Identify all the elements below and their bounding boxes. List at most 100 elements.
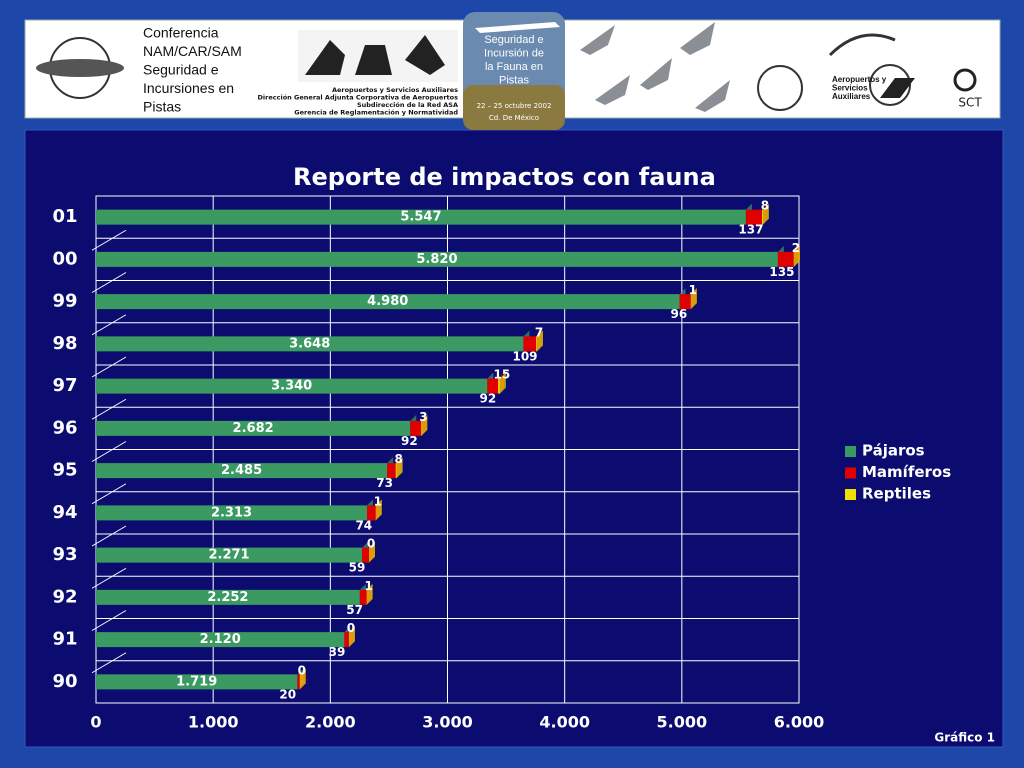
bar-label: 39 [329, 645, 346, 659]
bar-segment [96, 251, 778, 267]
sct-eagle [828, 33, 896, 57]
row-divider-tick [91, 525, 127, 547]
footer: Gráfico 1 [934, 731, 995, 745]
asa-logo [880, 78, 915, 98]
y-tick-label: 98 [52, 333, 77, 354]
bar-label: 74 [355, 518, 372, 532]
event-dates: 22 – 25 octubre 2002 [477, 102, 552, 110]
bar-depth [762, 203, 769, 225]
bar-label: 2.313 [211, 505, 252, 520]
conference-line: Conferencia [143, 25, 219, 41]
bar-depth [299, 668, 306, 690]
seal-1 [757, 65, 803, 111]
x-tick-label: 4.000 [539, 713, 590, 732]
bar-label: 2.682 [233, 421, 274, 436]
bar-label: 135 [769, 265, 794, 279]
conference-line: NAM/CAR/SAM [143, 43, 242, 59]
bar-label: 0 [347, 621, 355, 635]
plane [475, 22, 560, 33]
y-tick-label: 91 [52, 629, 77, 650]
bar-segment [362, 547, 369, 563]
bar-label: 2.252 [207, 590, 248, 605]
org-line: Dirección General Adjunta Corporativa de… [258, 94, 459, 102]
bar-segment [96, 547, 363, 563]
bar-segment [96, 589, 360, 605]
bar-segment [96, 632, 345, 648]
bar-label: 1 [364, 579, 372, 593]
legend-swatch [845, 489, 856, 500]
bar-depth [499, 372, 506, 394]
bar-segment [777, 251, 794, 267]
x-tick-label: 1.000 [188, 713, 239, 732]
bar-depth [690, 288, 697, 310]
bar-segment [96, 505, 368, 521]
conference-line: Incursiones en [143, 80, 234, 96]
row-divider-tick [91, 398, 127, 420]
x-tick-label: 0 [90, 713, 101, 732]
event-title-line: Incursión de [484, 47, 544, 59]
seal-2 [869, 64, 911, 106]
bar-segment [761, 209, 763, 225]
bar-segment [498, 378, 500, 394]
bar-depth [375, 499, 382, 521]
bar-label: 3 [419, 410, 427, 424]
bar-segment [359, 589, 367, 605]
row-divider-tick [91, 441, 127, 462]
event-place: Cd. De México [489, 114, 539, 122]
org-line: Aeropuertos y Servicios Auxiliares [332, 86, 458, 94]
y-tick-label: 93 [52, 544, 77, 565]
bar-segment [297, 674, 300, 690]
bar-label: 0 [298, 663, 306, 677]
legend-label: Mamíferos [862, 463, 951, 481]
bar-label: 15 [494, 368, 511, 382]
row-divider-tick [91, 272, 127, 293]
bar-label: 109 [512, 349, 537, 363]
bar-segment [536, 336, 538, 352]
sct-label: SCT [958, 96, 982, 110]
bar-label: 5.547 [400, 210, 441, 225]
bar-segment [96, 209, 746, 225]
x-tick-label: 2.000 [305, 713, 356, 732]
legend-label: Pájaros [862, 442, 925, 460]
bar-label: 5.820 [416, 252, 457, 267]
row-divider-tick [91, 229, 127, 251]
event-title-line: Pistas [499, 74, 529, 86]
x-tick-label: 3.000 [422, 713, 473, 732]
x-tick-label: 5.000 [657, 713, 708, 732]
row-divider-tick [91, 652, 127, 674]
chart-title: Reporte de impactos con fauna [293, 163, 716, 191]
bar-segment [487, 378, 499, 394]
bar-label: 4.980 [367, 294, 408, 309]
bar-segment [96, 420, 411, 436]
bar-segment [96, 336, 524, 352]
bar-label: 1 [689, 283, 697, 297]
legend-swatch [845, 446, 856, 457]
bar-label: 1 [374, 494, 382, 508]
bar-label: 137 [738, 223, 763, 237]
icao-wings [36, 59, 124, 77]
row-divider-tick [91, 314, 127, 336]
asa-line: Servicios [832, 84, 868, 93]
bar-segment [679, 294, 691, 310]
bar-depth [793, 245, 800, 267]
event-title-line: la Fauna en [485, 61, 543, 73]
bar-depth [421, 414, 428, 436]
bar-label: 57 [346, 603, 363, 617]
birds [580, 22, 730, 112]
bar-segment [387, 463, 396, 479]
event-badge-ground [463, 85, 565, 130]
legend-label: Reptiles [862, 485, 931, 503]
org-line: Gerencia de Reglamentación y Normativida… [294, 109, 458, 117]
bar-depth [366, 583, 373, 605]
y-tick-label: 94 [52, 502, 77, 523]
bar-label: 0 [367, 537, 375, 551]
y-tick-label: 96 [52, 417, 77, 438]
x-tick-label: 6.000 [774, 713, 825, 732]
bar-depth [537, 330, 544, 352]
bar-label: 3.648 [289, 336, 330, 351]
bar-depth [396, 457, 403, 479]
bar-segment [395, 463, 397, 479]
row-divider-tick [91, 610, 127, 631]
animal-silhouettes [305, 35, 445, 75]
